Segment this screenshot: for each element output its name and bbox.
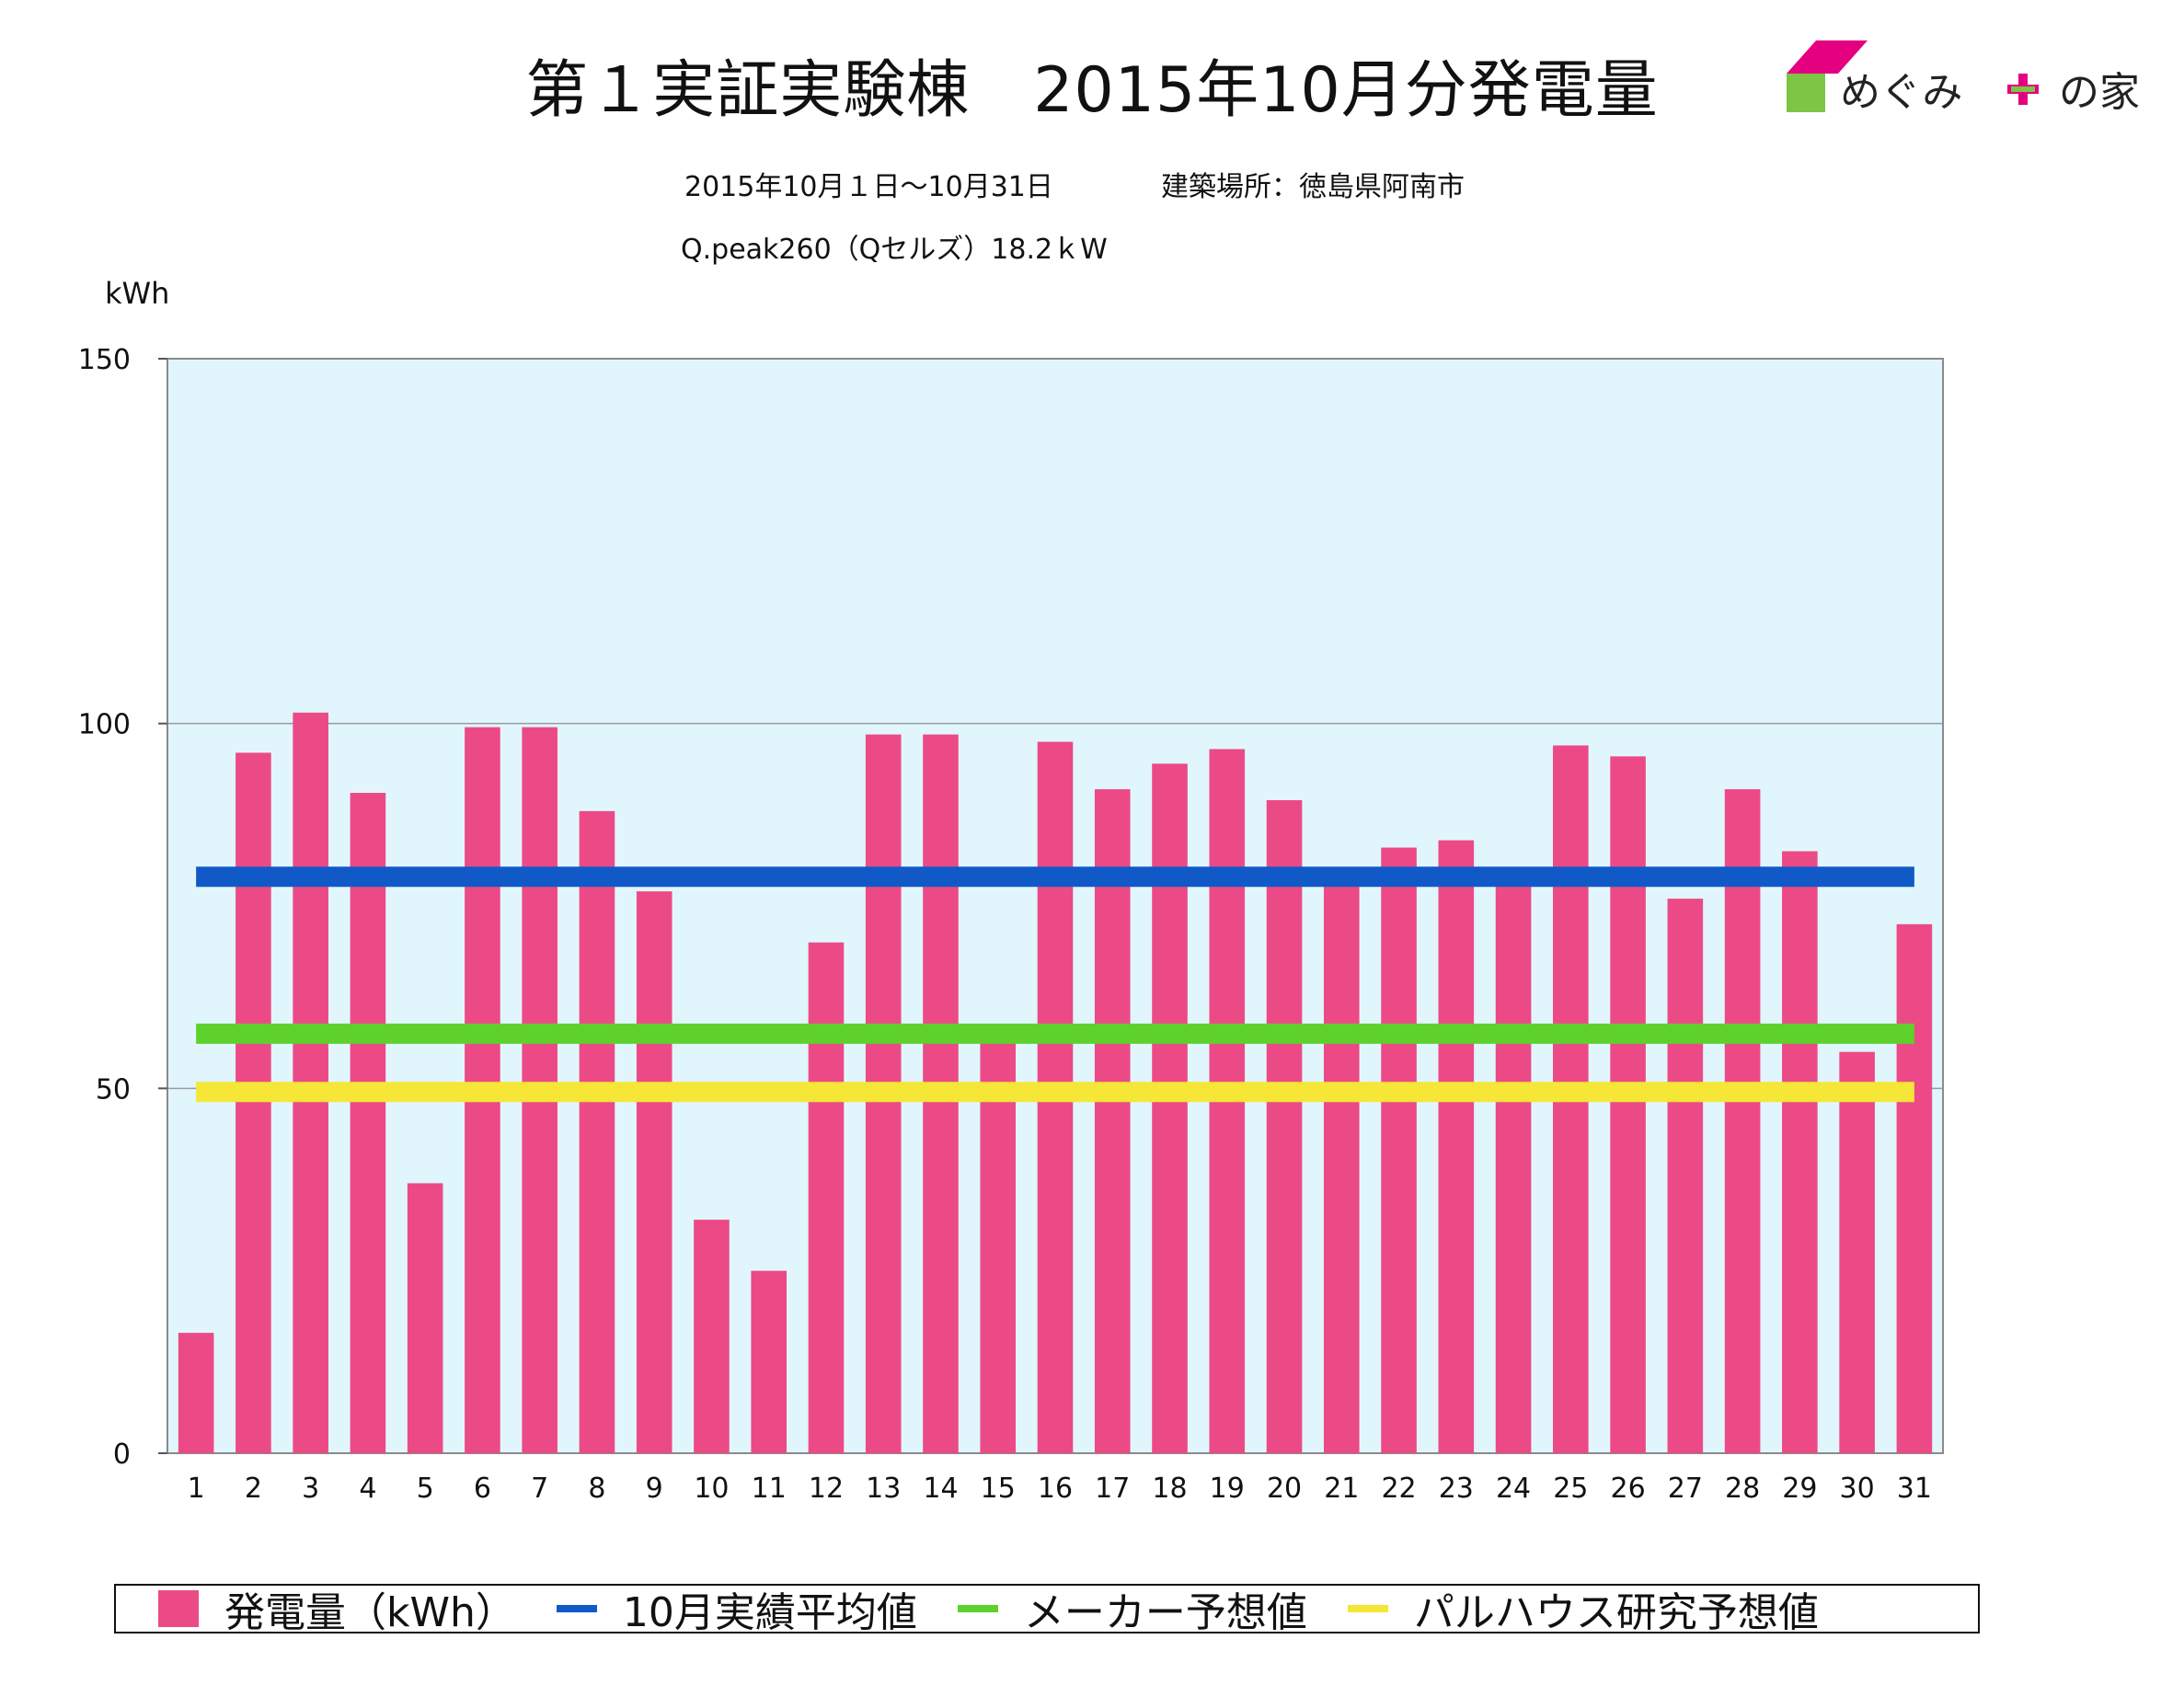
bar: [1323, 877, 1360, 1453]
spec-label: Q.peak260（Qセルズ）18.2ｋW: [681, 234, 1108, 266]
logo-text-left: めぐみ: [1840, 69, 1963, 116]
x-tick-label: 1: [188, 1473, 205, 1505]
house-logo-icon: [1787, 40, 2039, 112]
y-tick-label: 150: [78, 344, 131, 376]
x-tick-label: 29: [1782, 1473, 1817, 1505]
legend-item-palhouse-forecast: パルハウス研究予想値: [1347, 1579, 1819, 1638]
bar: [350, 793, 386, 1453]
bar: [178, 1333, 214, 1453]
x-tick-label: 16: [1038, 1473, 1073, 1505]
bar: [751, 1270, 787, 1453]
x-tick-label: 26: [1610, 1473, 1645, 1505]
x-tick-label: 28: [1725, 1473, 1760, 1505]
legend-swatch-generation: [158, 1590, 199, 1627]
logo-text-right: の家: [2059, 69, 2140, 116]
bar: [1094, 789, 1131, 1453]
x-tick-label: 24: [1496, 1473, 1531, 1505]
bar: [1839, 1051, 1875, 1453]
bar: [1667, 899, 1704, 1453]
x-tick-label: 21: [1324, 1473, 1359, 1505]
x-tick-label: 2: [245, 1473, 262, 1505]
bar: [1381, 847, 1417, 1453]
bar: [808, 942, 845, 1453]
y-unit-label: kWh: [105, 276, 170, 311]
bar: [694, 1220, 730, 1453]
y-tick-label: 100: [78, 709, 131, 741]
legend-item-october-average: 10月実績平均値: [556, 1579, 917, 1638]
legend-label-generation: 発電量（kWh）: [224, 1589, 516, 1636]
legend-label-palhouse-forecast: パルハウス研究予想値: [1413, 1589, 1819, 1636]
x-tick-label: 22: [1381, 1473, 1416, 1505]
legend-item-maker-forecast: メーカー予想値: [957, 1579, 1307, 1638]
x-tick-label: 5: [417, 1473, 434, 1505]
bar: [636, 891, 672, 1453]
legend-label-maker-forecast: メーカー予想値: [1023, 1589, 1307, 1636]
x-tick-label: 30: [1840, 1473, 1875, 1505]
x-tick-label: 7: [531, 1473, 548, 1505]
x-tick-label: 8: [588, 1473, 605, 1505]
x-tick-label: 12: [809, 1473, 844, 1505]
period-label: 2015年10月１日〜10月31日: [684, 171, 1053, 203]
legend-swatch-palhouse-forecast: [1347, 1605, 1388, 1612]
megumi-logo: めぐみ の家: [1785, 33, 2171, 116]
x-tick-label: 14: [923, 1473, 958, 1505]
legend-item-generation: 発電量（kWh）: [158, 1579, 516, 1638]
x-tick-label: 27: [1668, 1473, 1703, 1505]
bar: [1782, 851, 1818, 1453]
bar: [1610, 756, 1646, 1453]
chart-legend: 発電量（kWh） 10月実績平均値 メーカー予想値 パルハウス研究予想値: [114, 1584, 1980, 1636]
x-tick-label: 10: [694, 1473, 729, 1505]
x-tick-label: 19: [1210, 1473, 1245, 1505]
x-tick-label: 3: [302, 1473, 319, 1505]
bar: [1896, 923, 1933, 1453]
bar: [980, 1037, 1017, 1453]
bar: [579, 810, 615, 1453]
bar: [236, 752, 271, 1453]
legend-swatch-maker-forecast: [957, 1605, 998, 1612]
legend-label-october-average: 10月実績平均値: [622, 1589, 917, 1636]
x-tick-label: 15: [981, 1473, 1016, 1505]
x-tick-label: 6: [474, 1473, 491, 1505]
bar: [407, 1183, 443, 1453]
chart-title: 第１実証実験棟 2015年10月分発電量: [525, 54, 1659, 127]
bar: [1495, 877, 1532, 1453]
legend-swatch-october-average: [556, 1605, 597, 1612]
x-tick-label: 4: [359, 1473, 376, 1505]
x-tick-label: 20: [1267, 1473, 1302, 1505]
bar: [1266, 799, 1303, 1453]
y-tick-label: 50: [96, 1073, 131, 1106]
x-tick-label: 31: [1897, 1473, 1932, 1505]
x-tick-label: 11: [752, 1473, 787, 1505]
x-tick-label: 23: [1439, 1473, 1474, 1505]
bar: [1724, 789, 1761, 1453]
x-tick-label: 25: [1553, 1473, 1588, 1505]
x-tick-label: 17: [1095, 1473, 1130, 1505]
x-tick-label: 18: [1152, 1473, 1187, 1505]
location-label: 建築場所：徳島県阿南市: [1161, 171, 1465, 203]
x-tick-label: 13: [866, 1473, 901, 1505]
x-tick-label: 9: [646, 1473, 663, 1505]
y-tick-label: 0: [113, 1439, 131, 1471]
bar: [1438, 840, 1475, 1453]
